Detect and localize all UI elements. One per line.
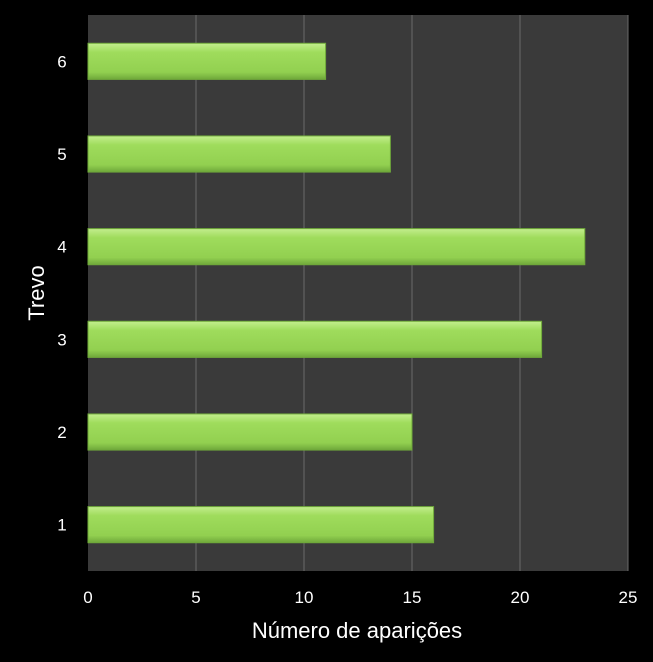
bar-4 (87, 228, 586, 266)
y-tick-label: 1 (57, 516, 66, 535)
gridlines (195, 15, 629, 571)
x-tick-labels: 0 5 10 15 20 25 (83, 588, 637, 607)
y-tick-label: 5 (57, 145, 66, 164)
bar-1 (87, 506, 435, 544)
y-tick-label: 3 (57, 330, 66, 349)
bars (87, 42, 586, 544)
bar-3 (87, 320, 543, 358)
bar-5 (87, 135, 391, 173)
y-tick-labels: 1 2 3 4 5 6 (57, 52, 66, 534)
bar-6 (87, 42, 327, 80)
x-tick-label: 0 (83, 588, 92, 607)
y-tick-label: 4 (57, 238, 66, 257)
x-tick-label: 15 (403, 588, 422, 607)
bar-2 (87, 413, 413, 451)
x-tick-label: 20 (511, 588, 530, 607)
plot-area (88, 15, 628, 571)
y-tick-label: 2 (57, 423, 66, 442)
x-tick-label: 25 (619, 588, 638, 607)
y-tick-label: 6 (57, 52, 66, 71)
x-axis-title: Número de aparições (252, 618, 462, 643)
x-tick-label: 5 (191, 588, 200, 607)
y-axis-title: Trevo (24, 265, 49, 320)
x-tick-label: 10 (295, 588, 314, 607)
